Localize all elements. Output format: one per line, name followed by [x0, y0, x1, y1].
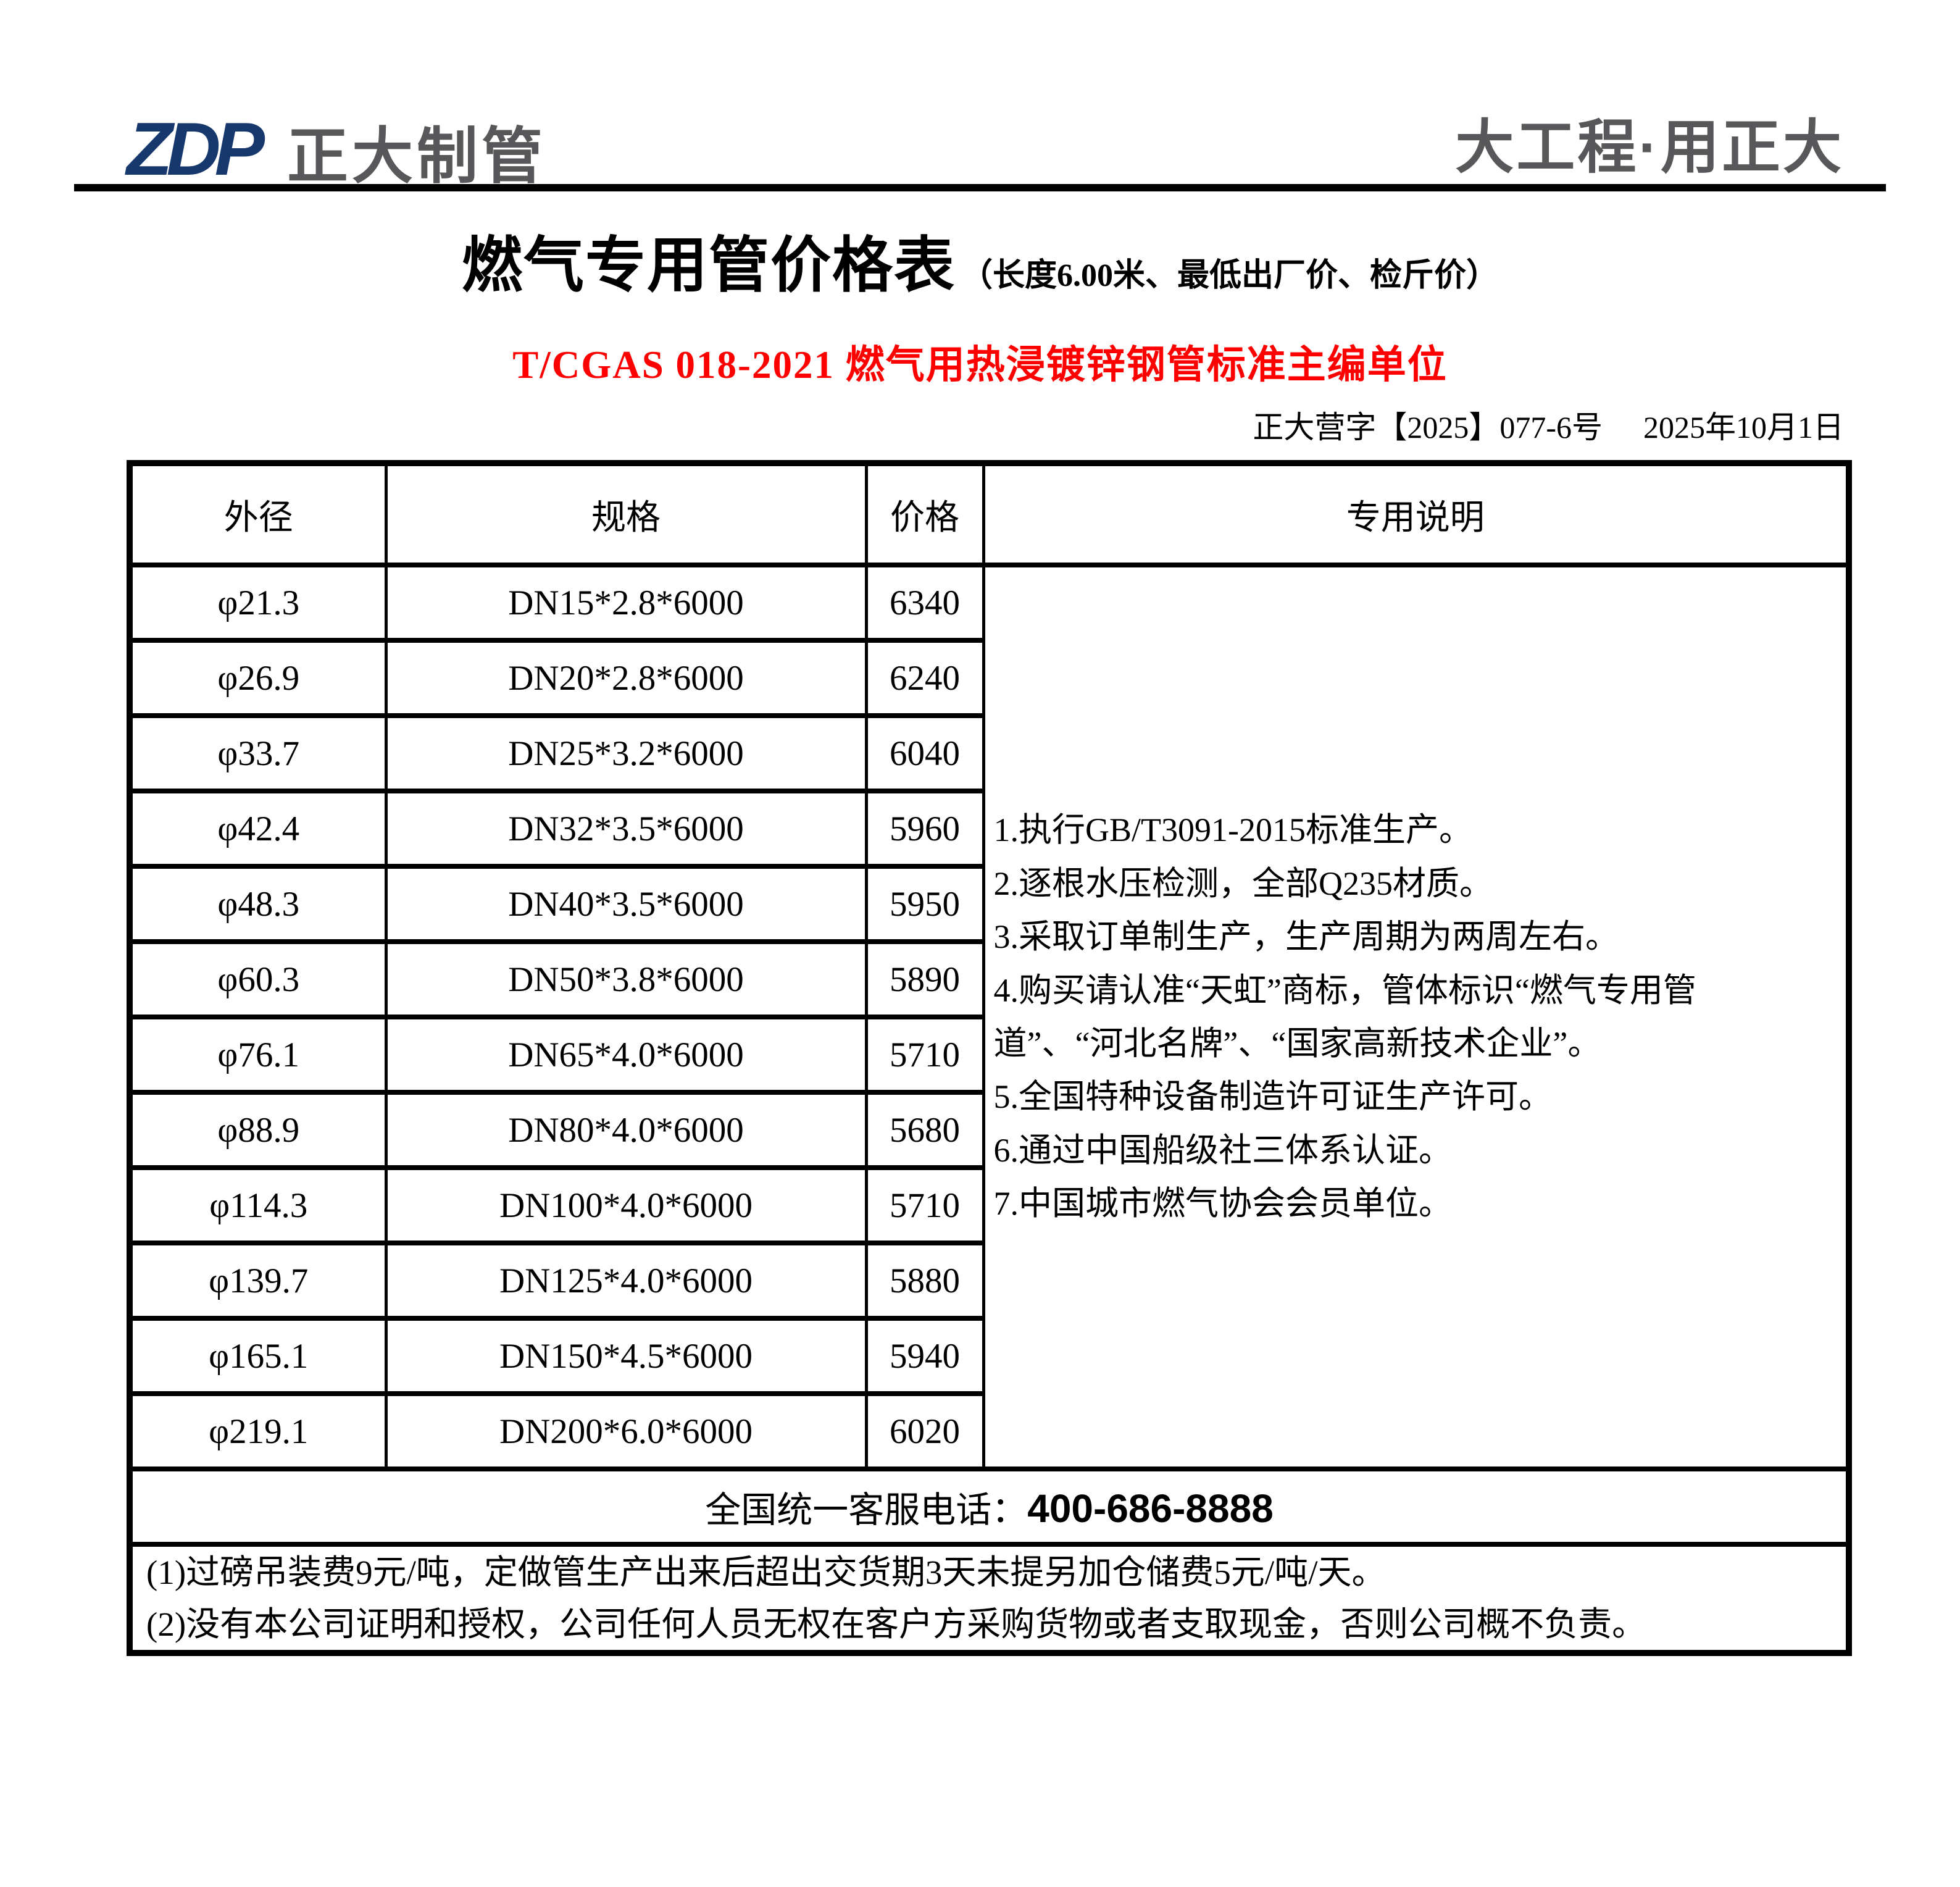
cell-price: 6020: [864, 1391, 985, 1471]
footer-notes-row: (1)过磅吊装费9元/吨，定做管生产出来后超出交货期3天未提另加仓储费5元/吨/…: [128, 1541, 1851, 1656]
page-title-subtitle: （长度6.00米、最低出厂价、检斤价）: [961, 258, 1499, 293]
document-number: 正大营字【2025】077-6号: [1253, 410, 1603, 445]
header-row: 外径 规格 价格 专用说明: [128, 461, 1851, 567]
price-table-footer: 全国统一客服电话：400-686-8888 (1)过磅吊装费9元/吨，定做管生产…: [128, 1467, 1851, 1656]
col-header-outer-diameter: 外径: [128, 461, 388, 567]
price-table-header: 外径 规格 价格 专用说明: [128, 461, 1851, 567]
phone-cell: 全国统一客服电话：400-686-8888: [128, 1467, 1851, 1547]
cell-price: 5880: [864, 1241, 985, 1321]
cell-outer-diameter: φ88.9: [128, 1090, 388, 1170]
header-slogan: 大工程·用正大: [1455, 115, 1844, 180]
cell-price: 6040: [864, 713, 985, 793]
cell-spec: DN125*4.0*6000: [384, 1241, 868, 1321]
cell-spec: DN100*4.0*6000: [384, 1165, 868, 1245]
standard-line: T/CGAS 018-2021 燃气用热浸镀锌钢管标准主编单位: [512, 343, 1448, 387]
price-table-body: φ21.3 DN15*2.8*6000 6340 1.执行GB/T3091-2015标…: [128, 563, 1851, 1471]
note-line: 6.通过中国船级社三体系认证。: [993, 1131, 1453, 1169]
footer-note-2: (2)没有本公司证明和授权，公司任何人员无权在客户方采购货物或者支取现金，否则公…: [146, 1605, 1646, 1643]
cell-price: 5950: [864, 864, 985, 944]
cell-outer-diameter: φ114.3: [128, 1165, 388, 1245]
cell-price: 5960: [864, 789, 985, 869]
cell-spec: DN15*2.8*6000: [384, 563, 868, 643]
cell-outer-diameter: φ48.3: [128, 864, 388, 944]
cell-outer-diameter: φ42.4: [128, 789, 388, 869]
table-row: φ33.7 DN25*3.2*6000 6040: [128, 713, 1849, 793]
table-row: φ219.1 DN200*6.0*6000 6020: [128, 1391, 1849, 1471]
table-row: φ165.1 DN150*4.5*6000 5940: [128, 1316, 1849, 1396]
cell-outer-diameter: φ21.3: [128, 563, 388, 643]
cell-price: 5710: [864, 1165, 985, 1245]
phone-label: 全国统一客服电话：: [705, 1490, 1028, 1530]
logo-zdp-mark: ZDP: [127, 107, 265, 191]
cell-spec: DN200*6.0*6000: [384, 1391, 868, 1471]
note-line: 1.执行GB/T3091-2015标准生产。: [993, 811, 1473, 849]
note-line: 4.购买请认准“天虹”商标，管体标识“燃气专用管道”、“河北名牌”、“国家高新技…: [993, 971, 1696, 1062]
header-divider: [74, 184, 1886, 191]
logo-company-name: 正大制管: [287, 122, 546, 190]
col-header-price: 价格: [864, 461, 985, 567]
cell-outer-diameter: φ33.7: [128, 713, 388, 793]
cell-spec: DN32*3.5*6000: [384, 789, 868, 869]
table-row: φ76.1 DN65*4.0*6000 5710: [128, 1015, 1849, 1095]
footer-note-1: (1)过磅吊装费9元/吨，定做管生产出来后超出交货期3天未提另加仓储费5元/吨/…: [146, 1554, 1386, 1591]
table-row: φ48.3 DN40*3.5*6000 5950: [128, 864, 1849, 944]
table-row: φ88.9 DN80*4.0*6000 5680: [128, 1090, 1849, 1170]
page-title-main: 燃气专用管价格表: [461, 233, 956, 299]
cell-price: 5890: [864, 939, 985, 1019]
document-date: 2025年10月1日: [1643, 410, 1844, 445]
special-notes-cell: 1.执行GB/T3091-2015标准生产。 2.逐根水压检测，全部Q235材质。…: [982, 563, 1851, 1471]
price-table: 外径 规格 价格 专用说明 φ21.3 DN15*2.8*6000 6340 1.执行…: [127, 460, 1852, 1657]
cell-outer-diameter: φ219.1: [128, 1391, 388, 1471]
page-title: 燃气专用管价格表 （长度6.00米、最低出厂价、检斤价）: [0, 233, 1960, 300]
note-line: 3.采取订单制生产，生产周期为两周左右。: [993, 918, 1619, 956]
phone-number: 400-686-8888: [1027, 1486, 1274, 1531]
cell-spec: DN40*3.5*6000: [384, 864, 868, 944]
col-header-special-notes: 专用说明: [982, 461, 1851, 567]
document-number-line: 正大营字【2025】077-6号 2025年10月1日: [1253, 403, 1844, 447]
footer-notes-cell: (1)过磅吊装费9元/吨，定做管生产出来后超出交货期3天未提另加仓储费5元/吨/…: [128, 1541, 1851, 1656]
cell-spec: DN65*4.0*6000: [384, 1015, 868, 1095]
cell-spec: DN25*3.2*6000: [384, 713, 868, 793]
phone-row: 全国统一客服电话：400-686-8888: [128, 1467, 1851, 1547]
table-row: φ114.3 DN100*4.0*6000 5710: [128, 1165, 1849, 1245]
cell-price: 5940: [864, 1316, 985, 1396]
table-row: φ139.7 DN125*4.0*6000 5880: [128, 1241, 1849, 1321]
company-logo: ZDP 正大制管: [127, 111, 546, 186]
cell-outer-diameter: φ76.1: [128, 1015, 388, 1095]
cell-price: 5710: [864, 1015, 985, 1095]
table-row: φ60.3 DN50*3.8*6000 5890: [128, 939, 1849, 1019]
cell-spec: DN80*4.0*6000: [384, 1090, 868, 1170]
cell-outer-diameter: φ60.3: [128, 939, 388, 1019]
cell-outer-diameter: φ165.1: [128, 1316, 388, 1396]
table-row: φ42.4 DN32*3.5*6000 5960: [128, 789, 1849, 869]
table-row: φ21.3 DN15*2.8*6000 6340 1.执行GB/T3091-2015标…: [128, 563, 1851, 1471]
cell-spec: DN20*2.8*6000: [384, 638, 868, 718]
cell-price: 5680: [864, 1090, 985, 1170]
table-row: φ26.9 DN20*2.8*6000 6240: [128, 638, 1849, 718]
cell-price: 6240: [864, 638, 985, 718]
col-header-spec: 规格: [384, 461, 868, 567]
cell-outer-diameter: φ26.9: [128, 638, 388, 718]
cell-price: 6340: [864, 563, 985, 643]
note-line: 7.中国城市燃气协会会员单位。: [993, 1185, 1453, 1223]
note-line: 5.全国特种设备制造许可证生产许可。: [993, 1078, 1553, 1116]
cell-spec: DN50*3.8*6000: [384, 939, 868, 1019]
cell-outer-diameter: φ139.7: [128, 1241, 388, 1321]
cell-spec: DN150*4.5*6000: [384, 1316, 868, 1396]
note-line: 2.逐根水压检测，全部Q235材质。: [993, 864, 1493, 902]
